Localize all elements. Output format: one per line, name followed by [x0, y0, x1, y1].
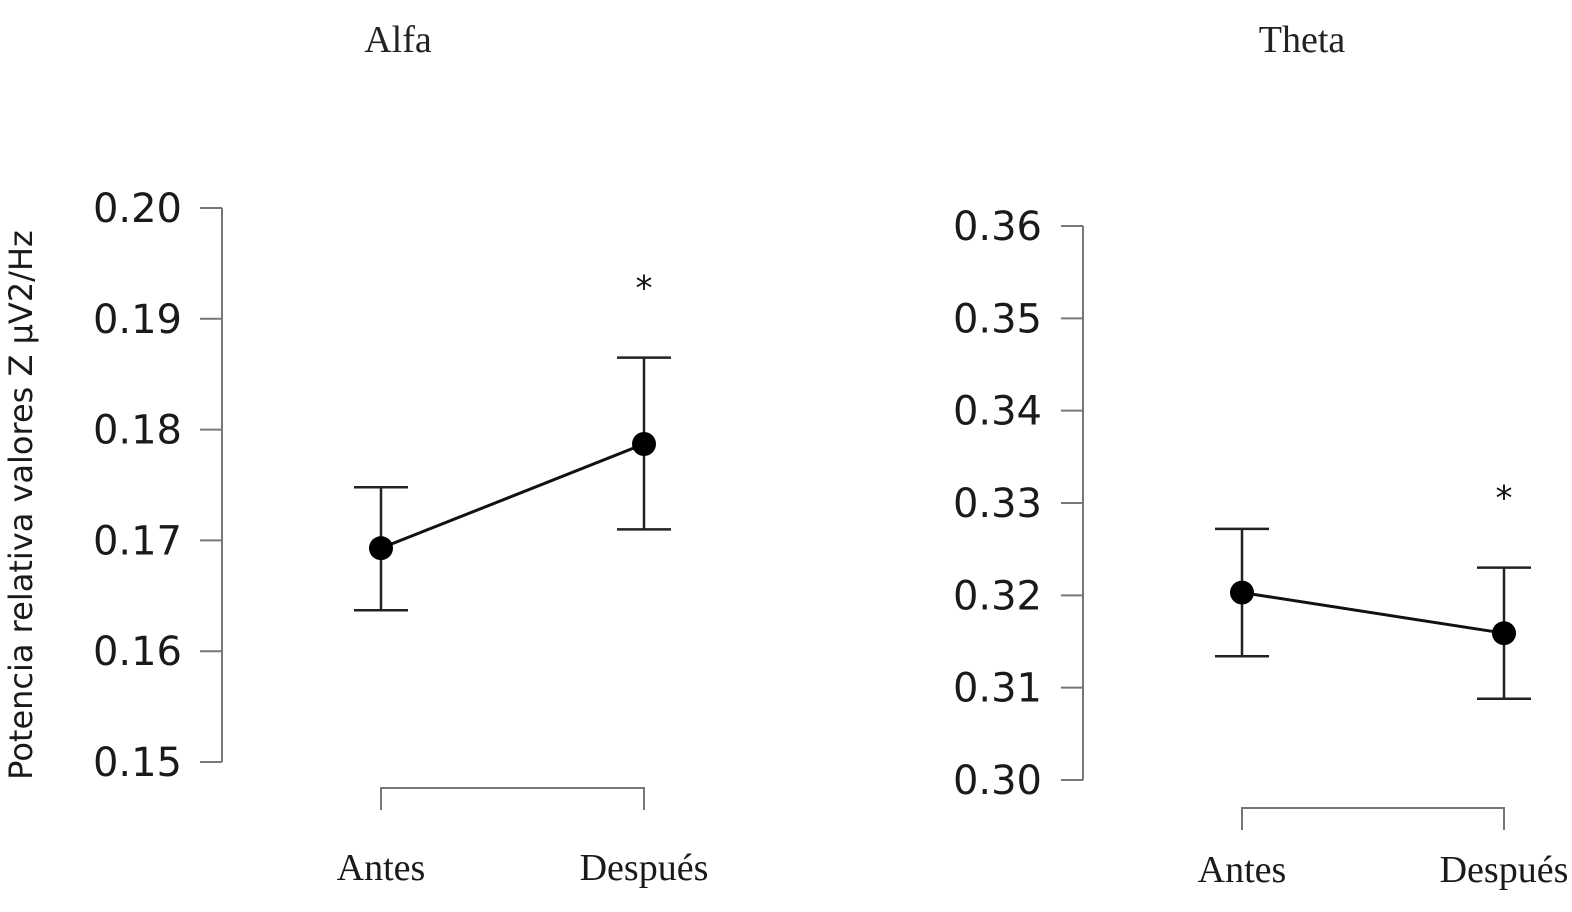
panel-title: Theta	[1259, 19, 1346, 61]
x-category-label: Después	[580, 847, 709, 889]
y-tick-label: 0.17	[93, 518, 182, 564]
y-tick-label: 0.33	[953, 481, 1042, 527]
data-point	[1230, 580, 1254, 605]
y-tick-label: 0.18	[93, 408, 182, 454]
x-axis-bracket	[380, 787, 645, 810]
panel-title: Alfa	[364, 19, 432, 61]
y-tick-label: 0.31	[953, 666, 1042, 712]
y-tick-label: 0.30	[953, 758, 1042, 804]
x-category-label: Antes	[1198, 849, 1287, 891]
significance-marker: *	[636, 269, 653, 309]
x-axis-bracket	[1241, 807, 1505, 830]
y-tick-label: 0.35	[953, 296, 1042, 342]
data-point	[369, 536, 393, 561]
y-tick-label: 0.34	[953, 389, 1042, 435]
chart-panel-alfa: Alfa 0.15 0.16 0.17 0.18 0.19 0.20 Antes Después…	[93, 19, 708, 889]
y-tick-label: 0.20	[93, 186, 182, 232]
y-tick-label: 0.19	[93, 297, 182, 343]
chart-panel-theta: Theta 0.30 0.31 0.32 0.33 0.34 0.35 0.36 Antes De…	[953, 19, 1568, 891]
data-point	[632, 432, 656, 457]
x-category-label: Después	[1440, 849, 1569, 891]
y-tick-label: 0.16	[93, 629, 182, 675]
y-tick-label: 0.36	[953, 204, 1042, 250]
y-tick-label: 0.15	[93, 740, 182, 786]
data-point	[1492, 621, 1516, 646]
y-tick-label: 0.32	[953, 573, 1042, 619]
y-axis-label: Potencia relativa valores Z μV2/Hz	[2, 230, 40, 780]
significance-marker: *	[1496, 479, 1513, 519]
series-line	[1241, 591, 1505, 635]
x-category-label: Antes	[337, 847, 426, 889]
series-line	[380, 442, 645, 550]
